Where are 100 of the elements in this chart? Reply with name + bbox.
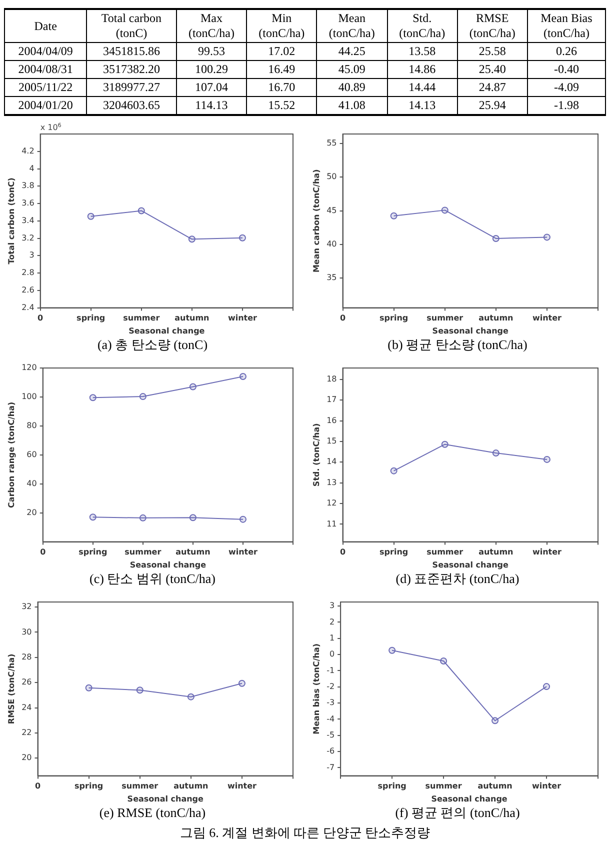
- x-tick-label: winter: [228, 548, 258, 557]
- data-label: 107.04: [176, 78, 247, 96]
- data-label: -4.09: [527, 78, 606, 96]
- y-axis-title: Mean carbon (tonC/ha): [311, 169, 320, 273]
- x-tick-label: winter: [227, 314, 257, 323]
- point: [138, 514, 146, 522]
- y-axis-title: Carbon range (tonC/ha): [6, 402, 16, 508]
- point: [492, 234, 499, 242]
- y-tick-label: -4: [326, 714, 334, 724]
- y-tick-label: 30: [21, 627, 32, 636]
- point: [542, 234, 550, 241]
- point: [238, 680, 245, 687]
- data-label: 25.40: [457, 60, 528, 78]
- y-tick-label: 1: [328, 633, 334, 642]
- point: [542, 683, 550, 690]
- y-tick-label: 3.2: [21, 233, 34, 242]
- data-label: 16.49: [246, 60, 317, 78]
- text: (a) 총 탄소량 (tonC): [97, 336, 208, 354]
- x-tick-label: autumn: [478, 548, 514, 557]
- y-axis-title: Total carbon (tonC): [6, 178, 16, 264]
- point: [440, 206, 448, 214]
- y-tick-label: 16: [326, 416, 336, 425]
- x-tick-label: summer: [424, 782, 462, 791]
- x-axis-title: Seasonal change: [430, 794, 508, 804]
- y-tick-label: 3.8: [21, 181, 34, 190]
- point: [86, 212, 94, 220]
- y-tick-label: 0: [328, 650, 334, 659]
- y-tick-label: -6: [326, 746, 334, 756]
- x-tick-label: winter: [532, 314, 562, 323]
- x-tick-label: 0: [339, 548, 346, 557]
- y-tick-label: 55: [326, 138, 336, 148]
- data-label: 25.94: [457, 96, 528, 115]
- point: [238, 373, 246, 380]
- y-tick-label: 22: [21, 728, 32, 738]
- x-tick-label: Max (tonC/ha): [176, 9, 247, 42]
- y-tick-label: 50: [326, 172, 336, 182]
- data-label: 25.58: [457, 42, 528, 60]
- y-tick-label: 2.6: [21, 286, 34, 294]
- x-axis-title: Seasonal change: [432, 560, 509, 570]
- y-tick-label: -2: [326, 682, 334, 691]
- data-label: 15.52: [246, 96, 317, 115]
- y-tick-label: 3: [328, 601, 334, 610]
- data-label: 13.58: [387, 42, 458, 60]
- x-tick-label: Total carbon (tonC): [86, 9, 176, 42]
- y-tick-label: -1: [326, 666, 334, 675]
- y-tick-label: 24: [21, 702, 32, 712]
- y-tick-label: 2005/11/22: [4, 78, 87, 96]
- x-tick-label: winter: [226, 782, 256, 791]
- point: [188, 383, 196, 390]
- x-tick-label: spring: [76, 314, 105, 323]
- y-tick-label: 2.8: [21, 268, 34, 278]
- x-axis-title: Seasonal change: [432, 326, 509, 336]
- y-tick-label: 18: [326, 374, 336, 384]
- point: [390, 467, 397, 474]
- y-tick-label: 120: [21, 363, 36, 372]
- y-tick-label: 2004/01/20: [4, 96, 87, 115]
- point: [542, 456, 550, 463]
- data-label: 16.70: [246, 78, 317, 96]
- y-tick-label: 3.6: [21, 198, 34, 208]
- data-label: 100.29: [176, 60, 247, 78]
- x-tick-label: spring: [377, 782, 406, 791]
- y-tick-label: 60: [26, 450, 36, 459]
- point: [188, 514, 196, 522]
- data-label: 45.09: [316, 60, 387, 78]
- x-axis-title: Seasonal change: [126, 794, 204, 804]
- data-label: 3451815.86: [86, 42, 176, 60]
- x-tick-label: summer: [426, 548, 463, 557]
- y-tick-label: 3: [28, 250, 34, 260]
- data-label: 3204603.65: [86, 96, 176, 115]
- data-label: 14.13: [387, 96, 458, 115]
- point: [440, 658, 447, 665]
- y-tick-label: 45: [326, 206, 336, 215]
- y-tick-label: 3.4: [21, 216, 34, 225]
- y-tick-label: 13: [326, 478, 336, 487]
- y-tick-label: 28: [21, 652, 32, 662]
- x-tick-label: summer: [426, 314, 463, 323]
- text: (c) 탄소 범위 (tonC/ha): [89, 570, 216, 588]
- caption: 그림 6. 계절 변화에 따른 단양군 탄소추정량: [178, 824, 432, 842]
- data-label: 114.13: [176, 96, 247, 115]
- text: (d) 표준편차 (tonC/ha): [396, 570, 520, 588]
- data-label: -0.40: [527, 60, 606, 78]
- x-tick-label: summer: [122, 314, 160, 323]
- point: [88, 514, 96, 521]
- x-tick-label: autumn: [173, 782, 208, 791]
- x-tick-label: summer: [124, 548, 161, 557]
- x-tick-label: winter: [532, 782, 561, 791]
- x-tick-label: Mean Bias (tonC/ha): [527, 9, 606, 42]
- x-tick-label: Std. (tonC/ha): [387, 9, 458, 42]
- y-axis-title: Std. (tonC/ha): [311, 423, 320, 487]
- y-tick-label: 2004/04/09: [4, 42, 87, 60]
- data-label: 24.87: [457, 78, 528, 96]
- point: [84, 684, 92, 692]
- point: [440, 440, 448, 448]
- text: (f) 평균 편의 (tonC/ha): [395, 804, 520, 822]
- point: [88, 394, 96, 402]
- y-tick-label: 15: [326, 436, 336, 446]
- y-tick-label: 20: [26, 508, 36, 517]
- y-tick-label: 20: [21, 753, 32, 762]
- y-tick-label: 2: [328, 617, 334, 626]
- data-label: 99.53: [176, 42, 247, 60]
